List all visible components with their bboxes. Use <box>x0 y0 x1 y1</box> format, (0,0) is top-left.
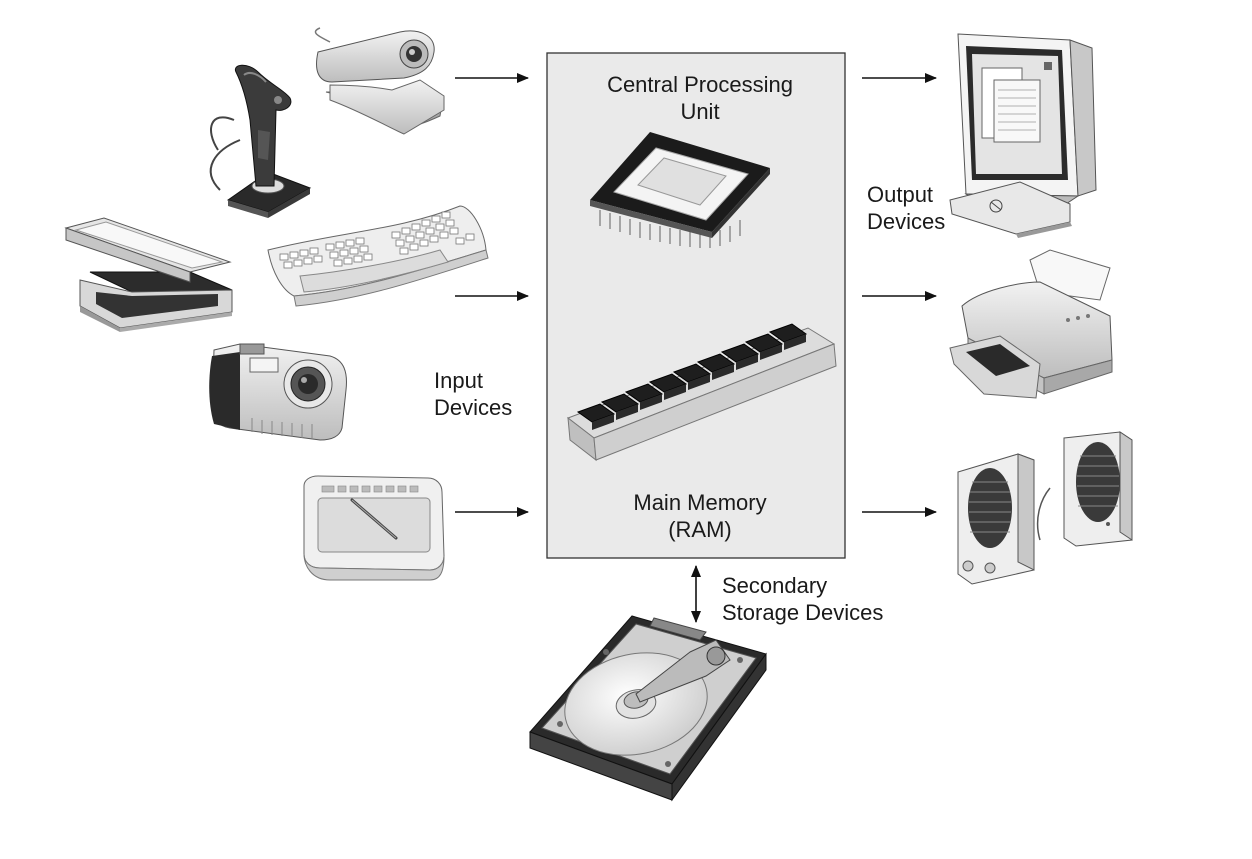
monitor-icon <box>949 33 1097 238</box>
system-unit-box <box>546 52 846 559</box>
digital-camera-icon <box>209 343 347 441</box>
joystick-icon <box>209 64 312 218</box>
memory-label-line1: Main Memory <box>633 490 767 515</box>
input-arrows <box>455 73 529 517</box>
ram-module-icon <box>566 323 837 462</box>
memory-label: Main Memory (RAM) <box>600 489 800 543</box>
storage-devices-label: Secondary Storage Devices <box>722 572 883 626</box>
memory-label-line2: (RAM) <box>668 517 732 542</box>
cpu-chip-icon <box>590 132 770 248</box>
output-devices-label: Output Devices <box>867 181 945 235</box>
output-arrows <box>862 73 937 517</box>
printer-icon <box>949 249 1113 399</box>
input-devices-label: Input Devices <box>434 367 512 421</box>
cpu-label: Central Processing Unit <box>585 71 815 125</box>
input-label-line1: Input <box>434 368 483 393</box>
scanner-icon <box>64 217 233 332</box>
output-label-line2: Devices <box>867 209 946 234</box>
output-label-line1: Output <box>867 182 934 207</box>
keyboard-icon <box>267 205 489 307</box>
input-label-line2: Devices <box>434 395 513 420</box>
cpu-label-line2: Unit <box>680 99 720 124</box>
speakers-icon <box>957 431 1133 585</box>
webcam-icon <box>314 27 445 135</box>
hard-disk-drive-icon <box>529 615 767 802</box>
graphics-tablet-icon <box>303 475 445 581</box>
storage-label-line1: Secondary <box>722 573 828 598</box>
storage-label-line2: Storage Devices <box>722 600 884 625</box>
cpu-label-line1: Central Processing <box>607 72 793 97</box>
